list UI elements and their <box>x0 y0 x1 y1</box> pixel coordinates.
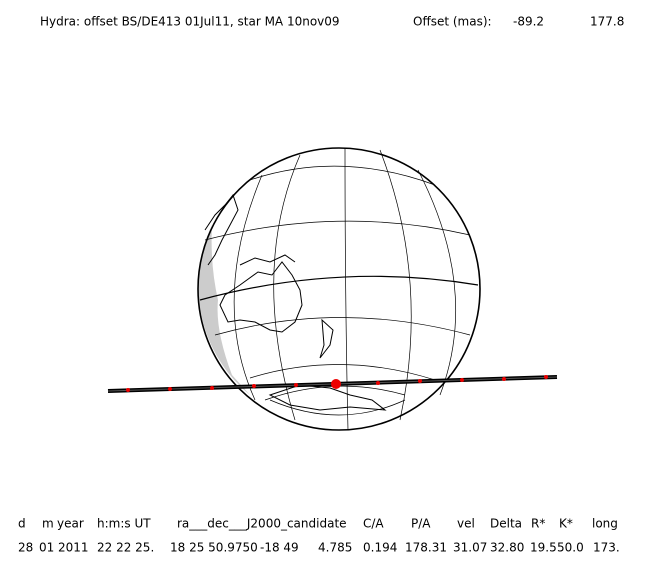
australia <box>219 261 303 333</box>
column-header: year <box>57 517 84 531</box>
offset-label: Offset (mas): <box>413 15 492 29</box>
column-header: P/A <box>411 517 431 531</box>
globe <box>197 147 481 431</box>
meridian <box>379 149 412 421</box>
cell: 50.0 <box>557 541 584 555</box>
cell: 28 <box>18 541 33 555</box>
column-header: K* <box>559 517 573 531</box>
time-tick <box>294 383 298 387</box>
antarctic-circle <box>269 399 406 416</box>
cell: 18 25 50.9750 <box>170 541 258 555</box>
time-tick <box>418 379 422 383</box>
title: Hydra: offset BS/DE413 01Jul11, star MA … <box>40 15 340 29</box>
new-zealand <box>319 318 334 359</box>
cell: 2011 <box>58 541 89 555</box>
column-header: C/A <box>363 517 384 531</box>
closest-approach <box>331 379 341 389</box>
time-ticks <box>126 375 548 392</box>
time-tick <box>544 375 548 379</box>
time-tick <box>376 381 380 385</box>
time-tick <box>126 388 130 392</box>
cell: 19.5 <box>530 541 557 555</box>
meridian <box>344 147 349 431</box>
time-tick <box>210 386 214 390</box>
asia-coast <box>204 193 239 266</box>
time-tick <box>502 377 506 381</box>
night-side <box>198 225 250 395</box>
time-tick <box>168 387 172 391</box>
cell: -18 49 <box>260 541 299 555</box>
parallel <box>249 165 436 186</box>
parallel <box>204 220 471 241</box>
cell: 173. <box>593 541 620 555</box>
parallel <box>199 275 479 301</box>
parallel <box>249 364 436 381</box>
column-header: h:m:s UT <box>97 517 151 531</box>
time-tick <box>460 378 464 382</box>
offset-value: 177.8 <box>590 15 624 29</box>
time-tick <box>252 384 256 388</box>
column-header: ra___dec___J2000_candidate <box>177 517 347 531</box>
shadow-track <box>107 375 558 393</box>
column-header: R* <box>531 517 545 531</box>
cell: 0.194 <box>363 541 397 555</box>
cell: 178.31 <box>405 541 447 555</box>
offset-value: -89.2 <box>513 15 544 29</box>
cell: 22 22 25. <box>97 541 154 555</box>
column-header: Delta <box>490 517 522 531</box>
cell: 32.80 <box>490 541 524 555</box>
cell: 31.07 <box>453 541 487 555</box>
meridian <box>417 169 457 396</box>
cell: 01 <box>39 541 54 555</box>
column-header: vel <box>457 517 475 531</box>
graticule <box>199 147 479 431</box>
column-header: m <box>42 517 54 531</box>
indonesia <box>239 254 296 266</box>
column-header: d <box>18 517 26 531</box>
parallel <box>214 317 471 336</box>
meridian <box>273 154 301 421</box>
globe-outline <box>197 147 481 431</box>
column-header: long <box>592 517 618 531</box>
meridian <box>233 174 263 401</box>
cell: 4.785 <box>318 541 352 555</box>
result-table: d m year h:m:s UT ra___dec___J2000_candi… <box>18 517 620 555</box>
